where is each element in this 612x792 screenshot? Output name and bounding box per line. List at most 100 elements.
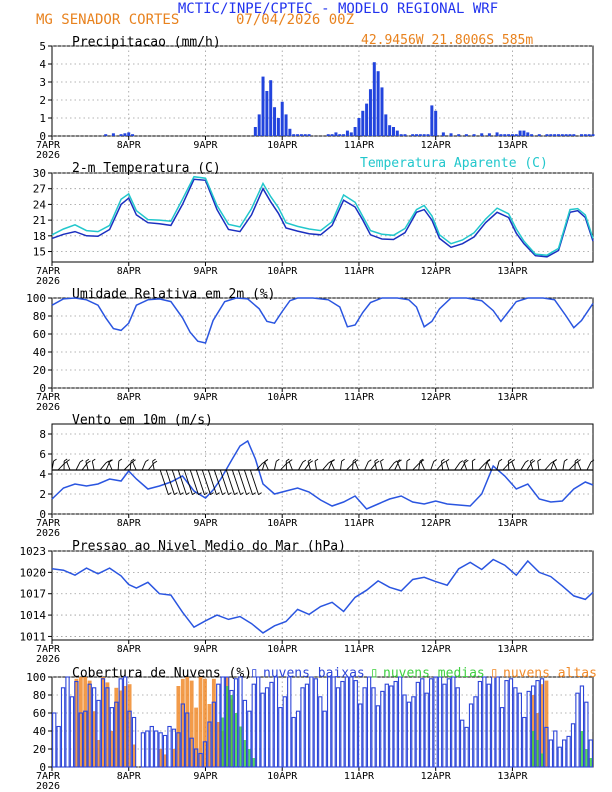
cloud-low-bar bbox=[455, 687, 460, 768]
wind-barb-tick bbox=[153, 460, 158, 464]
y-tick-label: 0 bbox=[39, 508, 46, 521]
wind-barb bbox=[91, 461, 95, 471]
wind-barb-tick bbox=[314, 458, 319, 462]
wind-barb-tick bbox=[198, 492, 202, 496]
wind-barb-tick bbox=[531, 460, 536, 463]
x-tick-label: 7APR bbox=[36, 140, 61, 151]
wind-barb-tick bbox=[87, 460, 91, 464]
wind-barb bbox=[129, 461, 132, 471]
precip-bar bbox=[530, 134, 534, 136]
cloud-high-bar bbox=[194, 707, 199, 767]
wind-barb bbox=[568, 463, 576, 471]
y-tick-label: 1011 bbox=[20, 630, 47, 643]
wind-barb-tick bbox=[465, 459, 469, 463]
x-tick-label: 10APR bbox=[267, 644, 298, 655]
cloud-low-bar bbox=[318, 696, 323, 768]
precip-bar bbox=[487, 133, 491, 136]
cloud-low-bar bbox=[123, 676, 128, 768]
wind-barb bbox=[51, 461, 54, 471]
precip-bar bbox=[415, 134, 419, 136]
precip-bar bbox=[269, 80, 273, 136]
precip-bar bbox=[564, 134, 568, 136]
precip-bar bbox=[119, 134, 123, 136]
wind-barb-tick bbox=[222, 492, 226, 496]
cloud-low-bar bbox=[309, 676, 314, 768]
cloud-high-bar bbox=[87, 680, 92, 767]
wind-barb-tick bbox=[105, 460, 110, 464]
wind-barb bbox=[152, 461, 155, 471]
cloud-low-bar bbox=[508, 678, 514, 768]
panel-title: Precipitacao (mm/h) bbox=[72, 35, 221, 50]
x-tick-label: 12APR bbox=[421, 644, 452, 655]
panel-6: 0 20 40 60 80 100 7APR 8APR 9APR 10APR 11APR 12APR 1… bbox=[26, 665, 597, 792]
cloud-low-bar bbox=[65, 676, 70, 768]
cloud-low-bar bbox=[322, 710, 327, 768]
precip-bar bbox=[296, 134, 300, 136]
series-line bbox=[51, 558, 594, 634]
legend-label-mid: nuvens medias bbox=[383, 666, 485, 681]
wind-barb bbox=[544, 462, 552, 471]
x-year-label: 2026 bbox=[36, 402, 60, 413]
precip-bar bbox=[361, 110, 365, 136]
panel-5: 1011 1014 1017 1020 1023 7APR 8APR 9APR 10APR 11A… bbox=[20, 539, 594, 665]
cloud-low-bar bbox=[185, 712, 190, 768]
y-tick-label: 8 bbox=[39, 428, 46, 441]
cloud-low-bar bbox=[384, 683, 389, 768]
cloud-low-bar bbox=[437, 676, 443, 768]
wind-barb-tick bbox=[552, 459, 557, 463]
x-tick-label: 7APR bbox=[36, 771, 61, 782]
wind-barb-tick bbox=[398, 459, 402, 463]
x-tick-label: 11APR bbox=[344, 771, 375, 782]
wind-barb-tick bbox=[234, 492, 238, 496]
x-tick-label: 7APR bbox=[36, 644, 61, 655]
wind-barb bbox=[374, 461, 378, 471]
wind-barb bbox=[85, 461, 89, 471]
wind-barb-tick bbox=[92, 458, 96, 462]
cloud-low-bar bbox=[251, 683, 256, 768]
y-tick-label: 40 bbox=[33, 346, 46, 359]
wind-barb bbox=[420, 461, 426, 471]
precip-bar bbox=[280, 101, 284, 136]
wind-barb-tick bbox=[574, 458, 579, 462]
cloud-low-bar bbox=[269, 681, 274, 768]
wind-barb-tick bbox=[63, 458, 68, 462]
wind-barb bbox=[529, 461, 534, 471]
precip-bar bbox=[276, 118, 280, 136]
wind-barb bbox=[454, 462, 461, 471]
wind-barb-tick bbox=[228, 492, 232, 496]
cloud-low-bar bbox=[588, 739, 593, 768]
cloud-mid-bar bbox=[234, 713, 238, 767]
cloud-mid-bar bbox=[229, 695, 234, 767]
cloud-high-bar bbox=[544, 680, 549, 767]
cloud-low-bar bbox=[220, 676, 225, 768]
wind-barb bbox=[132, 461, 137, 471]
wind-barb bbox=[225, 469, 235, 495]
cloud-low-bar bbox=[91, 687, 97, 768]
wind-barb bbox=[354, 461, 359, 471]
wind-barb bbox=[463, 461, 468, 471]
precip-bar bbox=[372, 62, 376, 137]
wind-barb bbox=[537, 461, 540, 471]
cloud-high-bar bbox=[176, 686, 181, 767]
wind-barb bbox=[177, 469, 187, 495]
wind-barb-tick bbox=[145, 459, 149, 463]
cloud-low-bar bbox=[105, 687, 110, 768]
cloud-low-bar bbox=[224, 676, 230, 768]
cloud-low-bar bbox=[176, 732, 181, 768]
cloud-high-bar bbox=[211, 678, 216, 767]
cloud-low-bar bbox=[340, 680, 345, 768]
wind-barb-tick bbox=[525, 459, 529, 463]
wind-barb bbox=[441, 461, 444, 471]
precip-bar bbox=[292, 134, 296, 136]
cloud-low-bar bbox=[114, 701, 119, 768]
wind-barb bbox=[213, 469, 223, 495]
wind-barb-tick bbox=[396, 459, 401, 463]
cloud-low-bar bbox=[273, 676, 279, 768]
wind-barb bbox=[511, 461, 516, 471]
cloud-low-bar bbox=[100, 678, 106, 768]
wind-barb bbox=[322, 462, 329, 471]
wind-barb-tick bbox=[511, 459, 516, 462]
precip-bar bbox=[104, 134, 108, 136]
cloud-high-bar bbox=[101, 677, 105, 767]
